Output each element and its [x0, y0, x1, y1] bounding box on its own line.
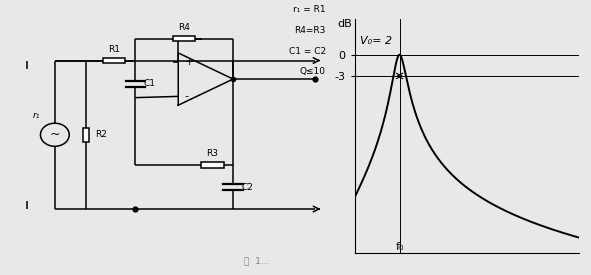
Text: V₀= 2: V₀= 2 — [359, 35, 392, 45]
Text: r₁ = R1: r₁ = R1 — [293, 6, 326, 15]
Text: dB: dB — [338, 19, 353, 29]
Text: R2: R2 — [95, 130, 107, 139]
Text: R1: R1 — [108, 45, 120, 54]
Text: C1 = C2: C1 = C2 — [288, 47, 326, 56]
Text: r₁: r₁ — [33, 111, 40, 120]
Text: C1: C1 — [144, 79, 156, 88]
Text: R3: R3 — [206, 149, 219, 158]
Text: C2: C2 — [242, 183, 254, 191]
Text: Q≤10: Q≤10 — [300, 67, 326, 76]
Text: f₀: f₀ — [395, 242, 404, 252]
Text: R4=R3: R4=R3 — [294, 26, 326, 35]
Bar — [173, 36, 196, 41]
Text: ~: ~ — [50, 128, 60, 141]
Bar — [103, 58, 125, 63]
Bar — [202, 162, 223, 168]
Text: 图  1...: 图 1... — [244, 257, 270, 266]
Bar — [83, 128, 89, 142]
Text: -: - — [184, 91, 189, 101]
Text: R4: R4 — [178, 23, 190, 32]
Text: +: + — [184, 57, 194, 67]
